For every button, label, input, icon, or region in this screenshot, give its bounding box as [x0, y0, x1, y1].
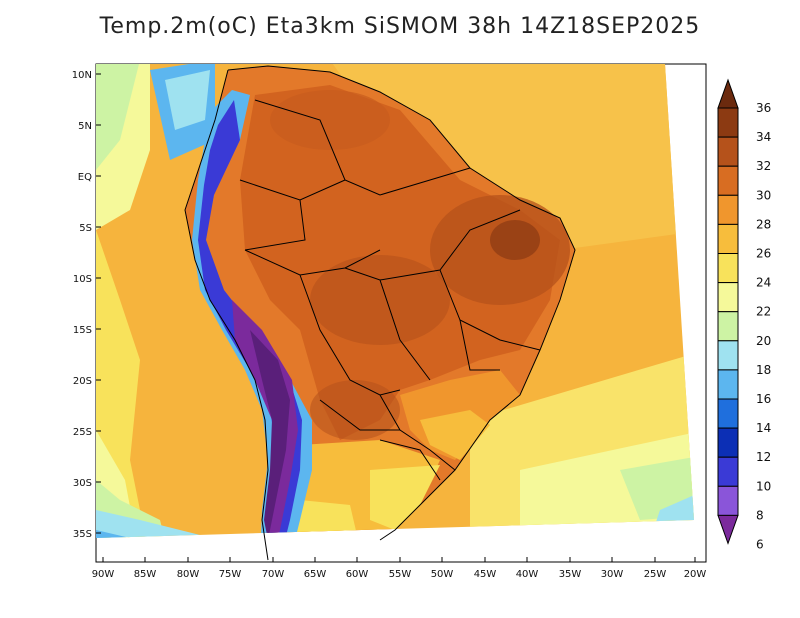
- colorbar-label: 10: [756, 479, 771, 493]
- political-boundaries: [184, 65, 576, 561]
- colorbar-swatch: [717, 398, 739, 429]
- colorbar-swatch: [717, 107, 739, 138]
- colorbar-swatch: [717, 282, 739, 313]
- lat-label: 20S: [73, 376, 92, 387]
- colorbar-label: 26: [756, 247, 771, 261]
- colorbar-swatch: [717, 340, 739, 371]
- lon-label: 65W: [304, 569, 327, 580]
- lat-label: 5N: [78, 121, 92, 132]
- lat-label: 10N: [72, 70, 92, 81]
- colorbar-swatch: [717, 136, 739, 167]
- colorbar-label: 14: [756, 421, 771, 435]
- colorbar-label: 24: [756, 276, 771, 290]
- colorbar-label: 28: [756, 217, 771, 231]
- longitude-axis: 90W 85W 80W 75W 70W 65W 60W 55W 50W 45W …: [92, 569, 707, 580]
- temperature-field: [96, 64, 694, 538]
- colorbar-swatch: [717, 223, 739, 254]
- colorbar-label: 30: [756, 188, 771, 202]
- colorbar-swatch: [717, 311, 739, 342]
- lat-label: EQ: [78, 172, 92, 183]
- lon-label: 25W: [644, 569, 667, 580]
- colorbar-swatch: [717, 165, 739, 196]
- colorbar-label: 16: [756, 392, 771, 406]
- lon-label: 20W: [684, 569, 707, 580]
- colorbar: [717, 78, 739, 545]
- colorbar-label: 12: [756, 450, 771, 464]
- map-title: Temp.2m(oC) Eta3km SiSMOM 38h 14Z18SEP20…: [99, 14, 701, 39]
- lon-label: 80W: [177, 569, 200, 580]
- colorbar-swatch: [717, 194, 739, 225]
- lon-label: 45W: [474, 569, 497, 580]
- lon-label: 50W: [431, 569, 454, 580]
- lon-label: 30W: [601, 569, 624, 580]
- colorbar-labels: 36 34 32 30 28 26 24 22 20 18 16 14 12 10 8 6: [756, 101, 771, 552]
- colorbar-label: 34: [756, 130, 771, 144]
- colorbar-label: 20: [756, 334, 771, 348]
- lat-label: 25S: [73, 427, 92, 438]
- colorbar-swatch: [717, 456, 739, 487]
- colorbar-label: 22: [756, 305, 771, 319]
- colorbar-label: 32: [756, 159, 771, 173]
- colorbar-label: 36: [756, 101, 771, 115]
- lon-label: 75W: [219, 569, 242, 580]
- lon-label: 40W: [516, 569, 539, 580]
- colorbar-top-arrow: [717, 78, 739, 109]
- lon-label: 35W: [559, 569, 582, 580]
- colorbar-swatch: [717, 253, 739, 284]
- colorbar-swatch: [717, 427, 739, 458]
- lat-label: 5S: [79, 223, 92, 234]
- lon-label: 85W: [134, 569, 157, 580]
- latitude-axis: 10N 5N EQ 5S 10S 15S 20S 25S 30S 35S: [72, 70, 92, 540]
- lat-label: 10S: [73, 274, 92, 285]
- lon-label: 55W: [389, 569, 412, 580]
- lat-label: 30S: [73, 478, 92, 489]
- colorbar-label: 18: [756, 363, 771, 377]
- lon-label: 70W: [262, 569, 285, 580]
- colorbar-bottom-arrow: [717, 514, 739, 545]
- lon-label: 60W: [346, 569, 369, 580]
- colorbar-swatch: [717, 369, 739, 400]
- colorbar-swatch: [717, 485, 739, 516]
- lat-label: 35S: [73, 529, 92, 540]
- colorbar-label: 8: [756, 508, 764, 522]
- lon-label: 90W: [92, 569, 115, 580]
- colorbar-label: 6: [756, 538, 764, 552]
- lat-label: 15S: [73, 325, 92, 336]
